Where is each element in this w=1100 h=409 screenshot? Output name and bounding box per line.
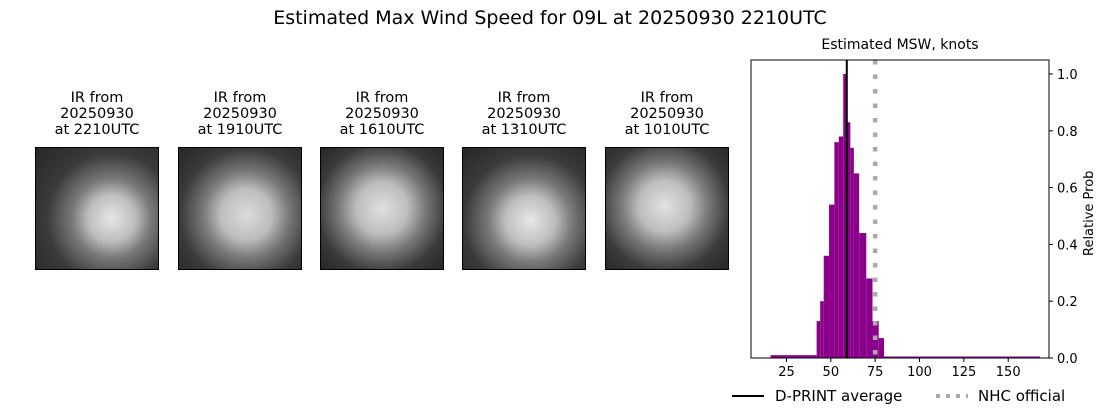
y-axis-label: Relative Prob [1082, 170, 1097, 256]
histogram-bar [823, 255, 830, 358]
thumbnail-title-line: IR from [355, 90, 409, 106]
nhc-legend-swatch [936, 394, 968, 398]
y-tick-label: 0.2 [1057, 295, 1078, 310]
thumbnail-title: IR from 20250930 at 1910UTC [160, 90, 320, 138]
histogram-bar [859, 233, 867, 358]
histogram-bar [846, 122, 851, 358]
histogram-bar [770, 355, 817, 358]
figure-title: Estimated Max Wind Speed for 09L at 2025… [273, 7, 827, 29]
nhc-legend-label: NHC official [978, 387, 1066, 405]
histogram-bar [853, 173, 860, 358]
histogram-bar [850, 147, 854, 358]
histogram-bar [878, 338, 885, 358]
ir-satellite-thumbnail [320, 147, 444, 270]
histogram-bar [884, 356, 1041, 358]
y-tick-label: 0.8 [1057, 125, 1078, 140]
thumbnail-title: IR from 20250930 at 1010UTC [587, 90, 747, 138]
dprint-legend-label: D-PRINT average [775, 387, 903, 405]
histogram-bar [843, 74, 847, 358]
plot-title: Estimated MSW, knots [821, 37, 979, 53]
y-tick-label: 1.0 [1057, 68, 1078, 83]
thumbnail-title-line: IR from [213, 90, 267, 106]
thumbnail-title-line: IR from [70, 90, 124, 106]
thumbnail-title-line: 20250930 [203, 106, 277, 122]
ir-satellite-thumbnail [462, 147, 586, 270]
thumbnail-title-line: 20250930 [487, 106, 561, 122]
x-tick-label: 100 [907, 365, 932, 380]
y-tick-label: 0.6 [1057, 182, 1078, 197]
ir-satellite-thumbnail [35, 147, 159, 270]
x-tick-label: 75 [867, 365, 884, 380]
thumbnail-title-line: at 1010UTC [624, 122, 710, 138]
plot-frame [750, 59, 1050, 359]
x-tick-label: 150 [996, 365, 1021, 380]
y-tick-label: 0.4 [1057, 238, 1078, 253]
thumbnail-title-line: IR from [497, 90, 551, 106]
y-tick-label: 0.0 [1057, 352, 1078, 367]
thumbnail-title-line: at 1910UTC [197, 122, 283, 138]
thumbnail-title: IR from 20250930 at 1610UTC [302, 90, 462, 138]
x-tick-label: 50 [823, 365, 840, 380]
histogram-bar [866, 278, 873, 358]
histogram-bar [816, 321, 821, 358]
dprint-legend-swatch [732, 395, 764, 397]
thumbnail-title-line: 20250930 [345, 106, 419, 122]
histogram-bar [829, 204, 835, 358]
thumbnail-title: IR from 20250930 at 1310UTC [444, 90, 604, 138]
thumbnail-title-line: IR from [640, 90, 694, 106]
thumbnail-title-line: 20250930 [60, 106, 134, 122]
thumbnail-title-line: 20250930 [630, 106, 704, 122]
thumbnail-title-line: at 1310UTC [481, 122, 567, 138]
ir-satellite-thumbnail [605, 147, 729, 270]
x-tick-label: 125 [951, 365, 976, 380]
ir-satellite-thumbnail [178, 147, 302, 270]
histogram-bar [820, 301, 824, 358]
x-tick-label: 25 [778, 365, 795, 380]
histogram-bar [838, 136, 844, 358]
thumbnail-title-line: at 1610UTC [339, 122, 425, 138]
histogram-bar [834, 142, 839, 358]
thumbnail-title: IR from 20250930 at 2210UTC [17, 90, 177, 138]
thumbnail-title-line: at 2210UTC [54, 122, 140, 138]
